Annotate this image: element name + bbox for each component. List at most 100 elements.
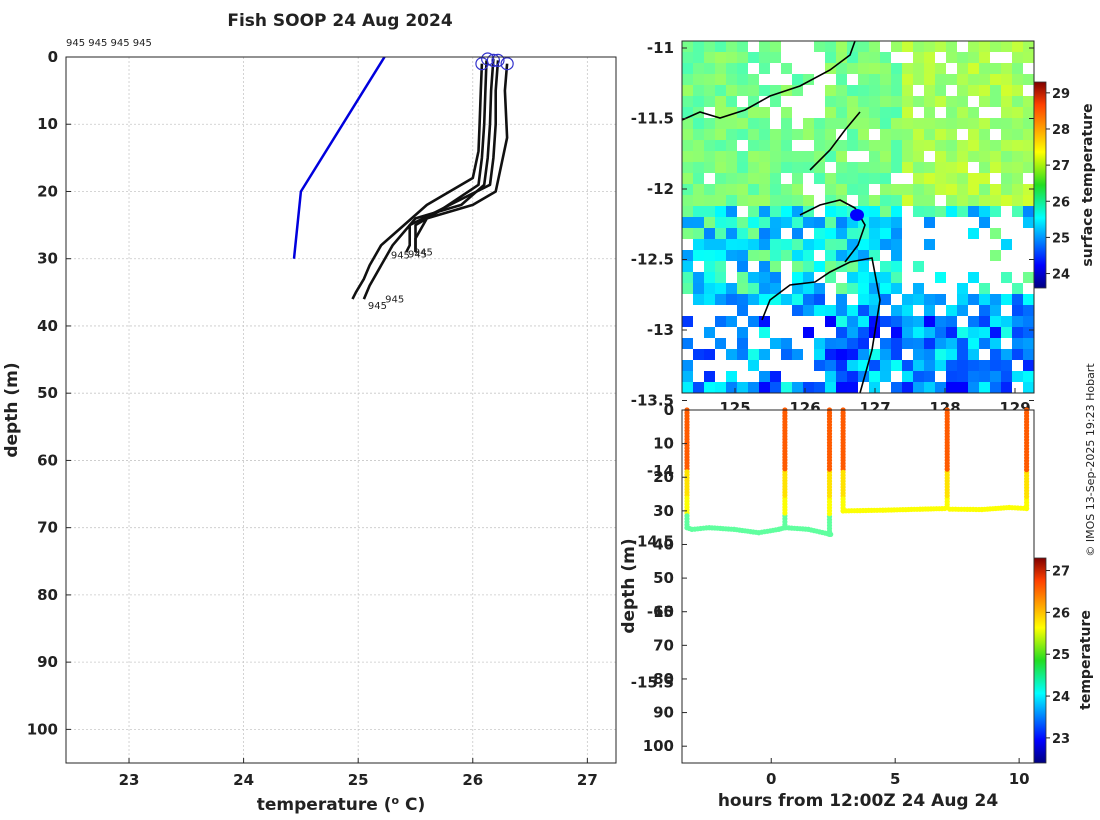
sst-cell: [968, 338, 979, 349]
sst-cell: [891, 283, 902, 294]
sst-cell: [693, 184, 704, 195]
sst-cell: [880, 239, 891, 250]
sst-cell: [770, 85, 781, 96]
sst-cell: [792, 63, 803, 74]
sst-cell: [847, 151, 858, 162]
sst-cell: [913, 184, 924, 195]
sst-cell: [726, 261, 737, 272]
sst-cell: [682, 118, 693, 129]
sst-cell: [902, 228, 913, 239]
sst-cell: [902, 316, 913, 327]
sst-cell: [1012, 96, 1023, 107]
sst-cell: [792, 382, 803, 393]
sst-cell: [726, 184, 737, 195]
sst-cell: [814, 217, 825, 228]
timeseries-y-tick-label: 40: [653, 535, 674, 553]
sst-cell: [814, 228, 825, 239]
sst-cell: [737, 107, 748, 118]
sst-cell: [880, 283, 891, 294]
sst-cell: [825, 96, 836, 107]
sst-cell: [682, 305, 693, 316]
sst-cell: [781, 294, 792, 305]
sst-cell: [913, 162, 924, 173]
sst-cell: [935, 382, 946, 393]
sst-cell: [682, 371, 693, 382]
sst-cell: [693, 250, 704, 261]
sst-cell: [759, 195, 770, 206]
sst-cell: [704, 360, 715, 371]
sst-cell: [693, 96, 704, 107]
sst-cell: [990, 129, 1001, 140]
sst-cell: [869, 184, 880, 195]
sst-cell: [858, 305, 869, 316]
sst-cell: [946, 327, 957, 338]
sst-cell: [770, 360, 781, 371]
sst-cell: [792, 272, 803, 283]
sst-cell: [968, 129, 979, 140]
sst-cell: [990, 327, 1001, 338]
sst-cell: [946, 173, 957, 184]
sst-cell: [836, 118, 847, 129]
sst-cell: [737, 294, 748, 305]
sst-cell: [1001, 107, 1012, 118]
sst-cell: [803, 349, 814, 360]
sst-cell: [1012, 349, 1023, 360]
sst-cell: [902, 217, 913, 228]
sst-cell: [825, 52, 836, 63]
sst-cell: [759, 305, 770, 316]
sst-cell: [990, 294, 1001, 305]
sst-cell: [1023, 283, 1034, 294]
sst-cell: [836, 107, 847, 118]
sst-cell: [946, 250, 957, 261]
sst-cell: [990, 206, 1001, 217]
sst-cell: [1012, 151, 1023, 162]
sst-cell: [759, 173, 770, 184]
sst-cell: [803, 195, 814, 206]
sst-cell: [814, 349, 825, 360]
sst-cell: [957, 316, 968, 327]
sst-cell: [968, 371, 979, 382]
sst-cell: [880, 272, 891, 283]
sst-cell: [913, 239, 924, 250]
sst-cell: [759, 107, 770, 118]
sst-cell: [979, 96, 990, 107]
profile-x-tick-label: 27: [577, 771, 598, 789]
sst-cell: [935, 129, 946, 140]
sst-cell: [715, 305, 726, 316]
sst-cell: [858, 349, 869, 360]
sst-cell: [770, 162, 781, 173]
sst-cell: [858, 140, 869, 151]
map-y-tick-label: -12.5: [631, 251, 674, 269]
sst-cell: [924, 228, 935, 239]
sst-cell: [946, 228, 957, 239]
sst-cell: [759, 228, 770, 239]
sst-cell: [748, 316, 759, 327]
sst-cell: [924, 63, 935, 74]
sst-cell: [836, 371, 847, 382]
sst-cell: [979, 327, 990, 338]
profile-y-tick-label: 20: [37, 182, 58, 200]
sst-cell: [792, 316, 803, 327]
sst-cell: [935, 349, 946, 360]
climatology-line: [292, 56, 386, 259]
sst-map-panel: -11 -11.5 -12 -12.5 -13 -13.5 -14 -14.5 -15 -15.5…: [631, 39, 1096, 692]
sst-cell: [979, 74, 990, 85]
sst-cell: [682, 294, 693, 305]
sst-cell: [968, 316, 979, 327]
sst-cell: [902, 206, 913, 217]
sst-cell: [814, 195, 825, 206]
sst-cell: [715, 250, 726, 261]
sst-cell: [935, 250, 946, 261]
sst-cell: [781, 162, 792, 173]
sst-cell: [891, 382, 902, 393]
sst-cell: [891, 316, 902, 327]
sst-cell: [726, 283, 737, 294]
sst-cell: [880, 52, 891, 63]
sst-cell: [770, 96, 781, 107]
sst-cell: [979, 52, 990, 63]
sst-cell: [825, 173, 836, 184]
sst-cell: [693, 327, 704, 338]
sst-cell: [737, 129, 748, 140]
sst-cell: [880, 360, 891, 371]
